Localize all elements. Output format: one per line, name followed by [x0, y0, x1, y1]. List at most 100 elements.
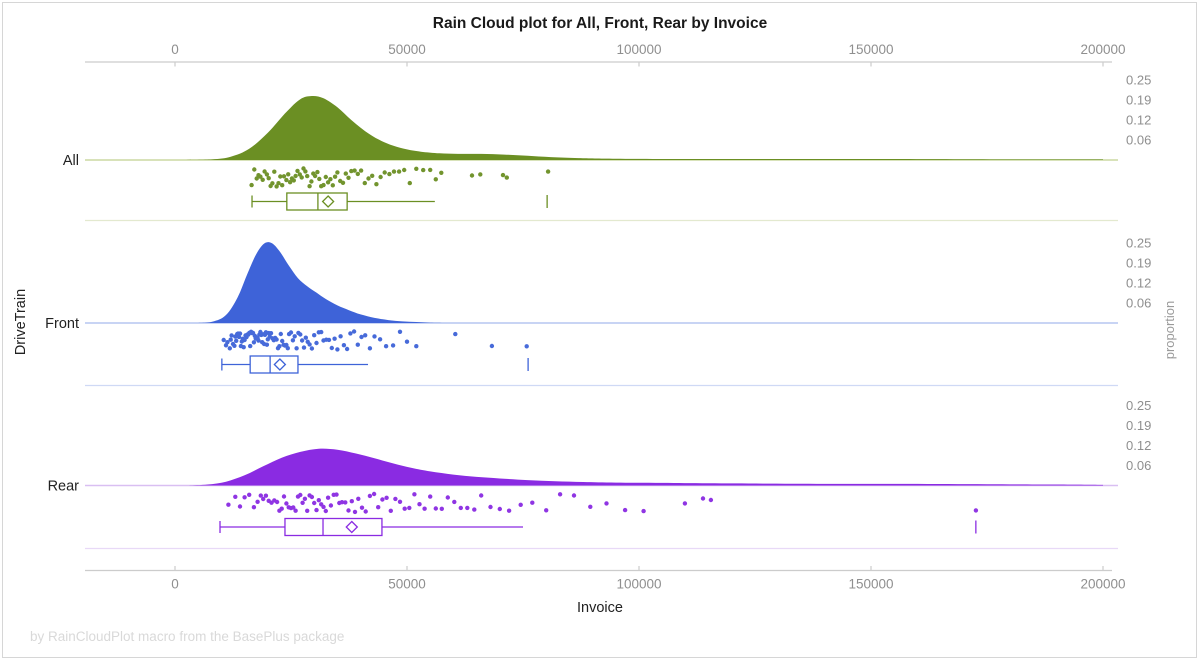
- rain-point: [319, 329, 324, 335]
- rain-point: [323, 174, 328, 180]
- rain-point: [387, 171, 392, 177]
- rain-point: [302, 496, 308, 501]
- rain-point: [312, 333, 317, 338]
- rain-point: [359, 505, 365, 510]
- y-axis-label-right: proportion: [1162, 301, 1177, 360]
- x-axis-top: 0 50000 100000 150000 200000: [85, 42, 1126, 67]
- x-axis-tick-label: 150000: [848, 577, 893, 592]
- rain-point: [344, 346, 350, 352]
- rain-point: [300, 500, 305, 505]
- rain-point: [545, 169, 551, 174]
- proportion-tick-label: 0.12: [1126, 113, 1151, 128]
- rain-point: [284, 177, 289, 183]
- rain-point: [237, 504, 243, 509]
- rain-point: [348, 331, 353, 336]
- footer-note: by RainCloudPlot macro from the BasePlus…: [30, 629, 344, 644]
- rain-point: [284, 501, 289, 506]
- rain-point: [280, 183, 285, 188]
- mean-diamond: [345, 520, 359, 534]
- rain-point: [604, 501, 609, 506]
- rain-point: [388, 508, 393, 513]
- rain-point: [341, 343, 347, 348]
- rain-point: [332, 174, 338, 179]
- rain-point: [407, 180, 412, 186]
- rain-point: [264, 342, 270, 347]
- x-axis-tick-label: 100000: [616, 42, 661, 57]
- rain-point: [445, 495, 450, 500]
- rain-points-all: [249, 166, 551, 189]
- density-area-all: [184, 95, 1104, 160]
- plot-area: 0 50000 100000 150000 200000 0 50000 100000 1500…: [45, 42, 1151, 592]
- rain-point: [234, 338, 239, 343]
- proportion-tick-label: 0.12: [1126, 276, 1151, 291]
- rain-point: [370, 173, 375, 178]
- proportion-tick-label: 0.06: [1126, 458, 1151, 473]
- rain-point: [307, 184, 312, 189]
- rain-point: [326, 337, 332, 343]
- rain-point: [323, 508, 328, 514]
- rain-point: [334, 492, 339, 497]
- rain-point: [439, 506, 444, 511]
- rain-point: [384, 495, 389, 500]
- rain-point: [700, 496, 706, 501]
- rain-point: [439, 170, 444, 175]
- rain-point: [241, 345, 246, 350]
- rain-point: [397, 329, 403, 334]
- density-area-rear: [188, 448, 1103, 486]
- proportion-tick-label: 0.25: [1126, 73, 1151, 88]
- rain-point: [383, 344, 389, 349]
- rain-point: [294, 346, 299, 351]
- rain-point: [351, 329, 357, 334]
- rain-point: [278, 174, 283, 179]
- rain-point: [433, 506, 438, 511]
- chart-title: Rain Cloud plot for All, Front, Rear by …: [433, 15, 768, 32]
- rain-point: [312, 173, 318, 179]
- rain-point: [622, 507, 628, 513]
- rain-point: [288, 330, 294, 335]
- rain-point: [458, 505, 463, 511]
- rain-point: [314, 340, 319, 346]
- rain-point: [557, 492, 563, 497]
- x-axis-bottom: 0 50000 100000 150000 200000: [85, 566, 1126, 592]
- rain-point: [274, 184, 279, 189]
- rain-point: [352, 168, 357, 173]
- rain-point: [380, 497, 385, 502]
- rain-point: [316, 498, 321, 503]
- category-label-front: Front: [45, 316, 79, 332]
- rain-point: [390, 343, 396, 348]
- panel-front: 0.25 0.19 0.12 0.06 Front: [45, 236, 1151, 387]
- rain-point: [524, 344, 529, 349]
- rain-point: [248, 343, 253, 349]
- rain-point: [251, 340, 257, 345]
- rain-point: [391, 169, 397, 174]
- x-axis-tick-label: 200000: [1080, 42, 1125, 57]
- rain-point: [407, 505, 412, 511]
- iqr-box: [284, 517, 383, 537]
- rain-points-front: [221, 329, 529, 352]
- y-axis-label-left: DriveTrain: [13, 289, 29, 355]
- rain-point: [433, 177, 438, 182]
- rain-point: [343, 171, 348, 176]
- rain-point: [279, 506, 284, 511]
- x-axis-tick-label: 0: [171, 577, 179, 592]
- rain-point: [465, 505, 470, 511]
- rain-point: [281, 494, 287, 499]
- rain-point: [544, 508, 549, 513]
- panel-all: 0.25 0.19 0.12 0.06 All: [63, 73, 1151, 222]
- rain-point: [268, 331, 274, 336]
- rain-point: [335, 170, 340, 175]
- rain-point: [299, 338, 305, 343]
- proportion-tick-label: 0.06: [1126, 133, 1151, 148]
- rain-point: [338, 334, 343, 339]
- rain-point: [321, 182, 326, 188]
- rain-point: [305, 508, 310, 513]
- mean-diamond: [321, 195, 335, 208]
- proportion-tick-label: 0.19: [1126, 256, 1151, 271]
- rain-point: [325, 180, 331, 185]
- rain-point: [298, 332, 303, 337]
- rain-point: [315, 169, 320, 175]
- rain-point: [489, 343, 495, 349]
- x-axis-tick-label: 100000: [616, 577, 661, 592]
